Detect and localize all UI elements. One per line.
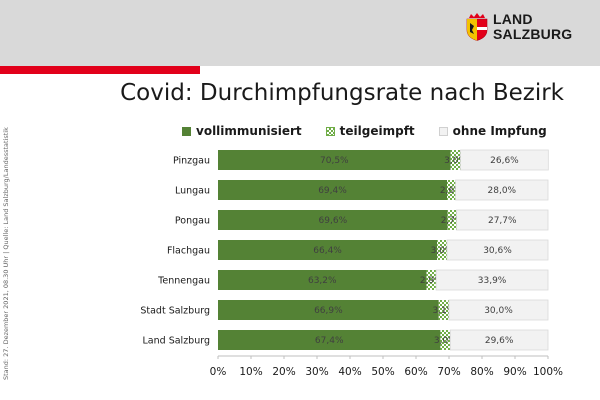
legend-swatch-none [438,126,448,136]
bar-none [446,239,549,261]
value-label: 2,7% [441,216,464,226]
logo-text: LAND SALZBURG [493,12,572,42]
bar-full [218,180,448,200]
x-tick-label: 80% [470,366,493,378]
x-axis: 0% 10% 20% 30% 40% 50% 60% 70% 80% 90% 100% [210,355,563,378]
legend-swatch-full [182,126,191,136]
legend-swatch-partial [325,126,335,136]
bar-full [218,210,448,230]
value-label: 2,9% [420,276,443,286]
value-label: 66,9% [314,306,343,316]
value-label: 29,6% [485,336,514,346]
x-tick-label: 60% [404,366,427,378]
bars-group: Pinzgau 70,5% 3,0% 26,6% Lungau 69,4% 2,6% 28,0… [140,149,549,351]
chart-legend: vollimmunisiert teilgeimpft ohne Impfung [182,124,571,138]
bar-full [218,150,451,170]
category-label: Tennengau [157,276,210,287]
x-tick-label: 70% [437,366,460,378]
bar-none [460,149,549,171]
bar-none [448,299,549,321]
x-tick-label: 50% [371,366,394,378]
bar-none [455,179,549,201]
value-label: 26,6% [490,156,519,166]
legend-item-partial: teilgeimpft [325,124,415,138]
chart-title: Covid: Durchimpfungsrate nach Bezirk [120,80,564,106]
value-label: 70,5% [320,156,349,166]
value-label: 3,0% [434,336,457,346]
x-tick-label: 90% [503,366,526,378]
bar-full [218,330,441,350]
bar-partial [440,330,451,350]
land-salzburg-logo: LAND SALZBURG [466,12,572,42]
header-bar [0,0,600,66]
x-tick-label: 0% [210,366,227,378]
bar-full [218,240,438,260]
logo-line-2: SALZBURG [493,26,573,42]
category-label: Land Salzburg [143,336,210,347]
value-label: 3,0% [444,156,467,166]
value-label: 66,4% [313,246,342,256]
accent-red-bar [0,66,200,74]
legend-label-partial: teilgeimpft [339,124,415,138]
x-tick-label: 100% [533,366,563,378]
bar-full [218,300,439,320]
value-label: 33,9% [478,276,507,286]
bar-partial [438,300,449,320]
x-tick-label: 30% [305,366,328,378]
stacked-bar-chart: Pinzgau 70,5% 3,0% 26,6% Lungau 69,4% 2,6% 28,0… [140,149,563,378]
bar-none [449,329,549,351]
logo-line-1: LAND [493,11,533,27]
x-tick-label: 20% [272,366,295,378]
category-label: Pinzgau [173,156,210,167]
value-label: 28,0% [488,186,517,196]
value-label: 30,6% [483,246,512,256]
value-label: 27,7% [488,216,517,226]
category-label: Flachgau [167,246,210,257]
value-label: 69,6% [319,216,348,226]
legend-label-none: ohne Impfung [452,124,547,138]
value-label: 30,0% [484,306,513,316]
category-label: Lungau [175,186,210,197]
value-label: 3,0% [431,246,454,256]
bar-full [218,270,427,290]
bar-partial [437,240,448,260]
category-label: Stadt Salzburg [140,306,210,317]
value-label: 2,6% [440,186,463,196]
bar-partial [447,210,457,230]
bar-partial [447,180,456,200]
bar-none [456,209,549,231]
category-label: Pongau [175,216,210,227]
legend-label-full: vollimmunisiert [196,124,302,138]
legend-item-none: ohne Impfung [438,124,547,138]
bar-partial [426,270,437,290]
x-tick-label: 40% [338,366,361,378]
bar-none [435,269,549,291]
legend-item-full: vollimmunisiert [182,124,302,138]
value-label: 69,4% [318,186,347,196]
coat-of-arms-icon [466,13,488,41]
value-label: 3,1% [432,306,455,316]
bar-partial [450,150,461,170]
x-tick-label: 10% [239,366,262,378]
value-label: 67,4% [315,336,344,346]
value-label: 63,2% [308,276,337,286]
